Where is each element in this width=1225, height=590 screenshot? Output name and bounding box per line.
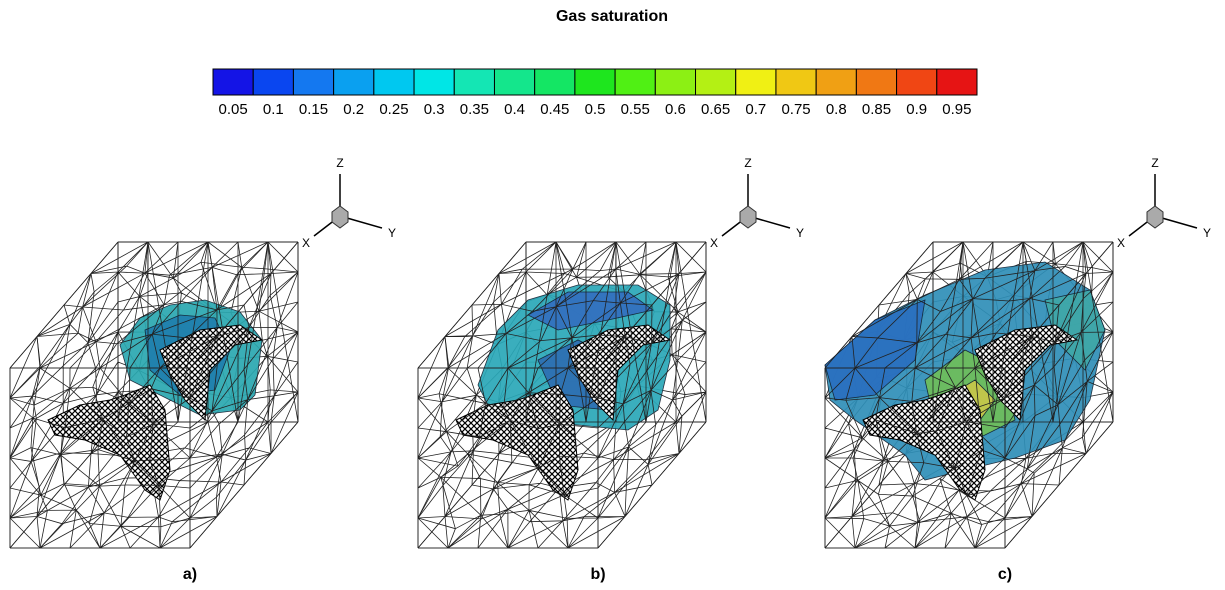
colorbar-segment (373, 68, 415, 96)
fault-surface (974, 324, 1079, 422)
panel: Z Y Xb) (417, 156, 804, 583)
colorbar: 0.05 0.1 0.15 0.2 0.25 0.3 0.35 0.4 0.45 0.5 0.55 0… (212, 68, 978, 118)
fault-surface (455, 384, 579, 501)
panel-label: b) (590, 566, 605, 583)
colorbar-segment (614, 68, 656, 96)
colorbar-tick-label: 0.05 (219, 101, 248, 118)
panel-label: c) (998, 566, 1012, 583)
axis-triad (721, 174, 791, 237)
colorbar-tick-label: 0.55 (621, 101, 650, 118)
colorbar-tick-label: 0.5 (585, 101, 606, 118)
colorbar-tick-label: 0.35 (460, 101, 489, 118)
panel: Z Y Xc) (824, 156, 1211, 583)
colorbar-tick-label: 0.15 (299, 101, 328, 118)
axis-triad (1128, 174, 1198, 237)
fault-surface (567, 324, 672, 422)
axis-label: X (1117, 236, 1125, 250)
colorbar-segment (252, 68, 294, 96)
colorbar-segment (896, 68, 938, 96)
colorbar-segment (413, 68, 455, 96)
colorbar-segment (855, 68, 898, 96)
panel-label: a) (183, 566, 197, 583)
colorbar-segment (574, 68, 616, 96)
axis-cube (739, 205, 757, 229)
axis-label: X (302, 236, 310, 250)
axis-cube (1146, 205, 1164, 229)
colorbar-tick-label: 0.6 (665, 101, 686, 118)
colorbar-segment (815, 68, 857, 96)
mesh-face (9, 241, 119, 549)
colorbar-segment (735, 68, 777, 96)
fault-surface (862, 384, 986, 501)
colorbar-segment (936, 68, 978, 96)
colorbar-tick-label: 0.45 (540, 101, 569, 118)
colorbar-tick-label: 0.95 (942, 101, 971, 118)
fault-surface (159, 324, 264, 422)
colorbar-tick-label: 0.1 (263, 101, 284, 118)
colorbar-tick-label: 0.65 (701, 101, 730, 118)
colorbar-tick-label: 0.4 (504, 101, 525, 118)
colorbar-segment (695, 68, 737, 96)
colorbar-segment (775, 68, 817, 96)
colorbar-segment (493, 68, 536, 96)
colorbar-tick-label: 0.8 (826, 101, 847, 118)
colorbar-tick-label: 0.9 (906, 101, 927, 118)
mesh-face (824, 241, 1114, 369)
axis-label: X (710, 236, 718, 250)
axis-cube (331, 205, 349, 229)
axis-label: Y (1203, 226, 1211, 240)
colorbar-tick-label: 0.75 (781, 101, 810, 118)
gas-plume (824, 299, 926, 401)
axis-triad (313, 174, 383, 237)
axis-label: Z (336, 156, 343, 170)
colorbar-tick-label: 0.85 (862, 101, 891, 118)
panels: Z Y Xa) Z Y Xb) Z Y Xc) (9, 156, 1211, 583)
colorbar-tick-label: 0.3 (424, 101, 445, 118)
colorbar-segment (292, 68, 335, 96)
colorbar-segment (654, 68, 697, 96)
mesh-face (9, 241, 299, 369)
fault-surface (47, 384, 171, 501)
figure-title: Gas saturation (556, 8, 668, 25)
panel: Z Y Xa) (9, 156, 396, 583)
colorbar-segment (453, 68, 495, 96)
colorbar-tick-label: 0.7 (745, 101, 766, 118)
mesh-face (417, 241, 707, 369)
colorbar-tick-label: 0.25 (379, 101, 408, 118)
axis-label: Z (1151, 156, 1158, 170)
colorbar-tick-label: 0.2 (343, 101, 364, 118)
colorbar-segment (333, 68, 375, 96)
axis-label: Y (796, 226, 804, 240)
colorbar-segment (212, 68, 254, 96)
colorbar-segment (534, 68, 576, 96)
axis-label: Y (388, 226, 396, 240)
axis-label: Z (744, 156, 751, 170)
